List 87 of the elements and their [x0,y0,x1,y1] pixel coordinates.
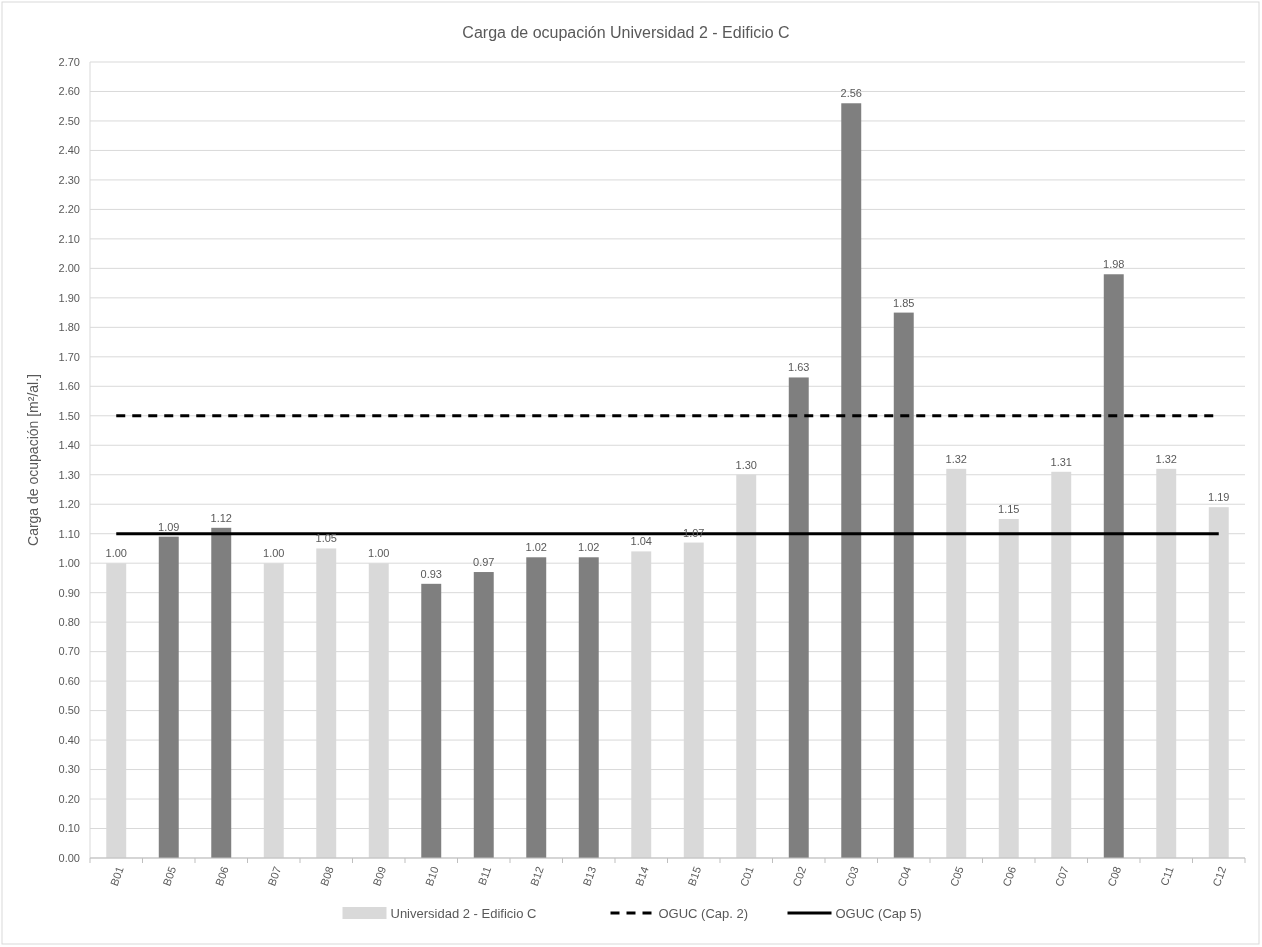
x-tick-label: B01 [107,864,126,888]
x-tick-label: C07 [1052,864,1071,888]
y-tick-label: 2.20 [58,203,80,216]
data-label: 1.09 [158,520,180,533]
y-tick-label: 0.20 [58,792,80,805]
bar [526,557,547,858]
y-tick-label: 2.50 [58,114,80,127]
x-tick-label: C03 [842,864,861,888]
x-tick-label: C12 [1210,864,1229,888]
legend-label: Universidad 2 - Edificio C [390,905,537,921]
data-label: 1.85 [893,296,915,309]
data-label: 1.19 [1208,491,1230,504]
x-tick-label: B09 [370,864,389,888]
data-label: 1.15 [998,502,1020,515]
y-tick-label: 1.50 [58,409,80,422]
y-axis-title: Carga de ocupación [m²/al.] [25,374,41,546]
y-tick-label: 1.80 [58,321,80,334]
x-tick-label: B13 [580,864,599,888]
x-tick-label: B14 [632,864,651,888]
data-label: 1.07 [683,526,705,539]
bar [893,312,914,858]
bar [158,536,179,858]
chart-title: Carga de ocupación Universidad 2 - Edificio C [462,24,790,41]
y-tick-label: 1.90 [58,291,80,304]
bar [473,572,494,858]
data-label: 1.30 [735,458,757,471]
x-tick-label: C08 [1105,864,1124,888]
y-tick-label: 2.70 [58,55,80,68]
x-tick-label: C04 [895,864,914,888]
data-label: 1.04 [630,535,652,548]
y-tick-label: 1.10 [58,527,80,540]
x-tick-label: B10 [422,864,441,888]
x-tick-label: B05 [160,864,179,888]
y-tick-label: 1.40 [58,439,80,452]
data-label: 2.56 [840,87,862,100]
y-tick-label: 1.30 [58,468,80,481]
data-label: 1.98 [1103,258,1125,271]
y-tick-label: 2.10 [58,232,80,245]
y-tick-label: 0.60 [58,674,80,687]
y-tick-label: 0.70 [58,645,80,658]
y-tick-label: 1.70 [58,350,80,363]
x-tick-label: C02 [790,864,809,888]
bar [211,527,232,858]
x-tick-label: C01 [737,864,756,888]
y-tick-label: 2.00 [58,262,80,275]
y-tick-label: 2.40 [58,144,80,157]
bar [841,103,862,858]
x-tick-label: B12 [527,864,546,888]
data-label: 1.02 [578,541,600,554]
y-tick-label: 0.00 [58,851,80,864]
bar [1103,274,1124,858]
data-label: 1.00 [263,547,285,560]
data-label: 1.00 [105,547,127,560]
x-tick-label: B06 [212,864,231,888]
x-tick-label: C06 [1000,864,1019,888]
bar [578,557,599,858]
data-label: 1.00 [368,547,390,560]
y-tick-label: 0.80 [58,616,80,628]
x-tick-label: B11 [475,864,494,887]
legend-label: OGUC (Cap. 2) [658,905,749,921]
x-tick-label: C11 [1157,864,1176,888]
bar [788,377,809,858]
data-label: 0.93 [420,567,442,580]
y-tick-label: 2.30 [58,173,80,186]
data-label: 1.05 [315,532,337,545]
y-tick-label: 0.10 [58,822,80,835]
data-label: 1.63 [788,361,810,374]
y-tick-label: 0.90 [58,586,80,599]
y-tick-label: 0.50 [58,704,80,717]
data-label: 1.02 [525,541,547,554]
y-tick-label: 1.00 [58,557,80,570]
data-label: 1.32 [1155,452,1177,465]
data-label: 1.31 [1050,455,1072,468]
y-tick-label: 0.40 [58,733,80,746]
y-tick-label: 1.20 [58,498,80,511]
x-tick-label: B08 [317,864,336,888]
y-tick-label: 1.60 [58,380,80,393]
x-tick-label: B07 [265,864,284,888]
legend-label: OGUC (Cap 5) [835,905,922,921]
y-tick-label: 2.60 [58,85,80,98]
y-tick-label: 0.30 [58,763,80,776]
data-label: 1.12 [210,511,232,524]
x-tick-label: C05 [947,864,966,888]
x-tick-label: B15 [685,864,704,888]
data-label: 1.32 [945,452,967,465]
data-label: 0.97 [473,556,495,569]
bar [421,583,442,858]
